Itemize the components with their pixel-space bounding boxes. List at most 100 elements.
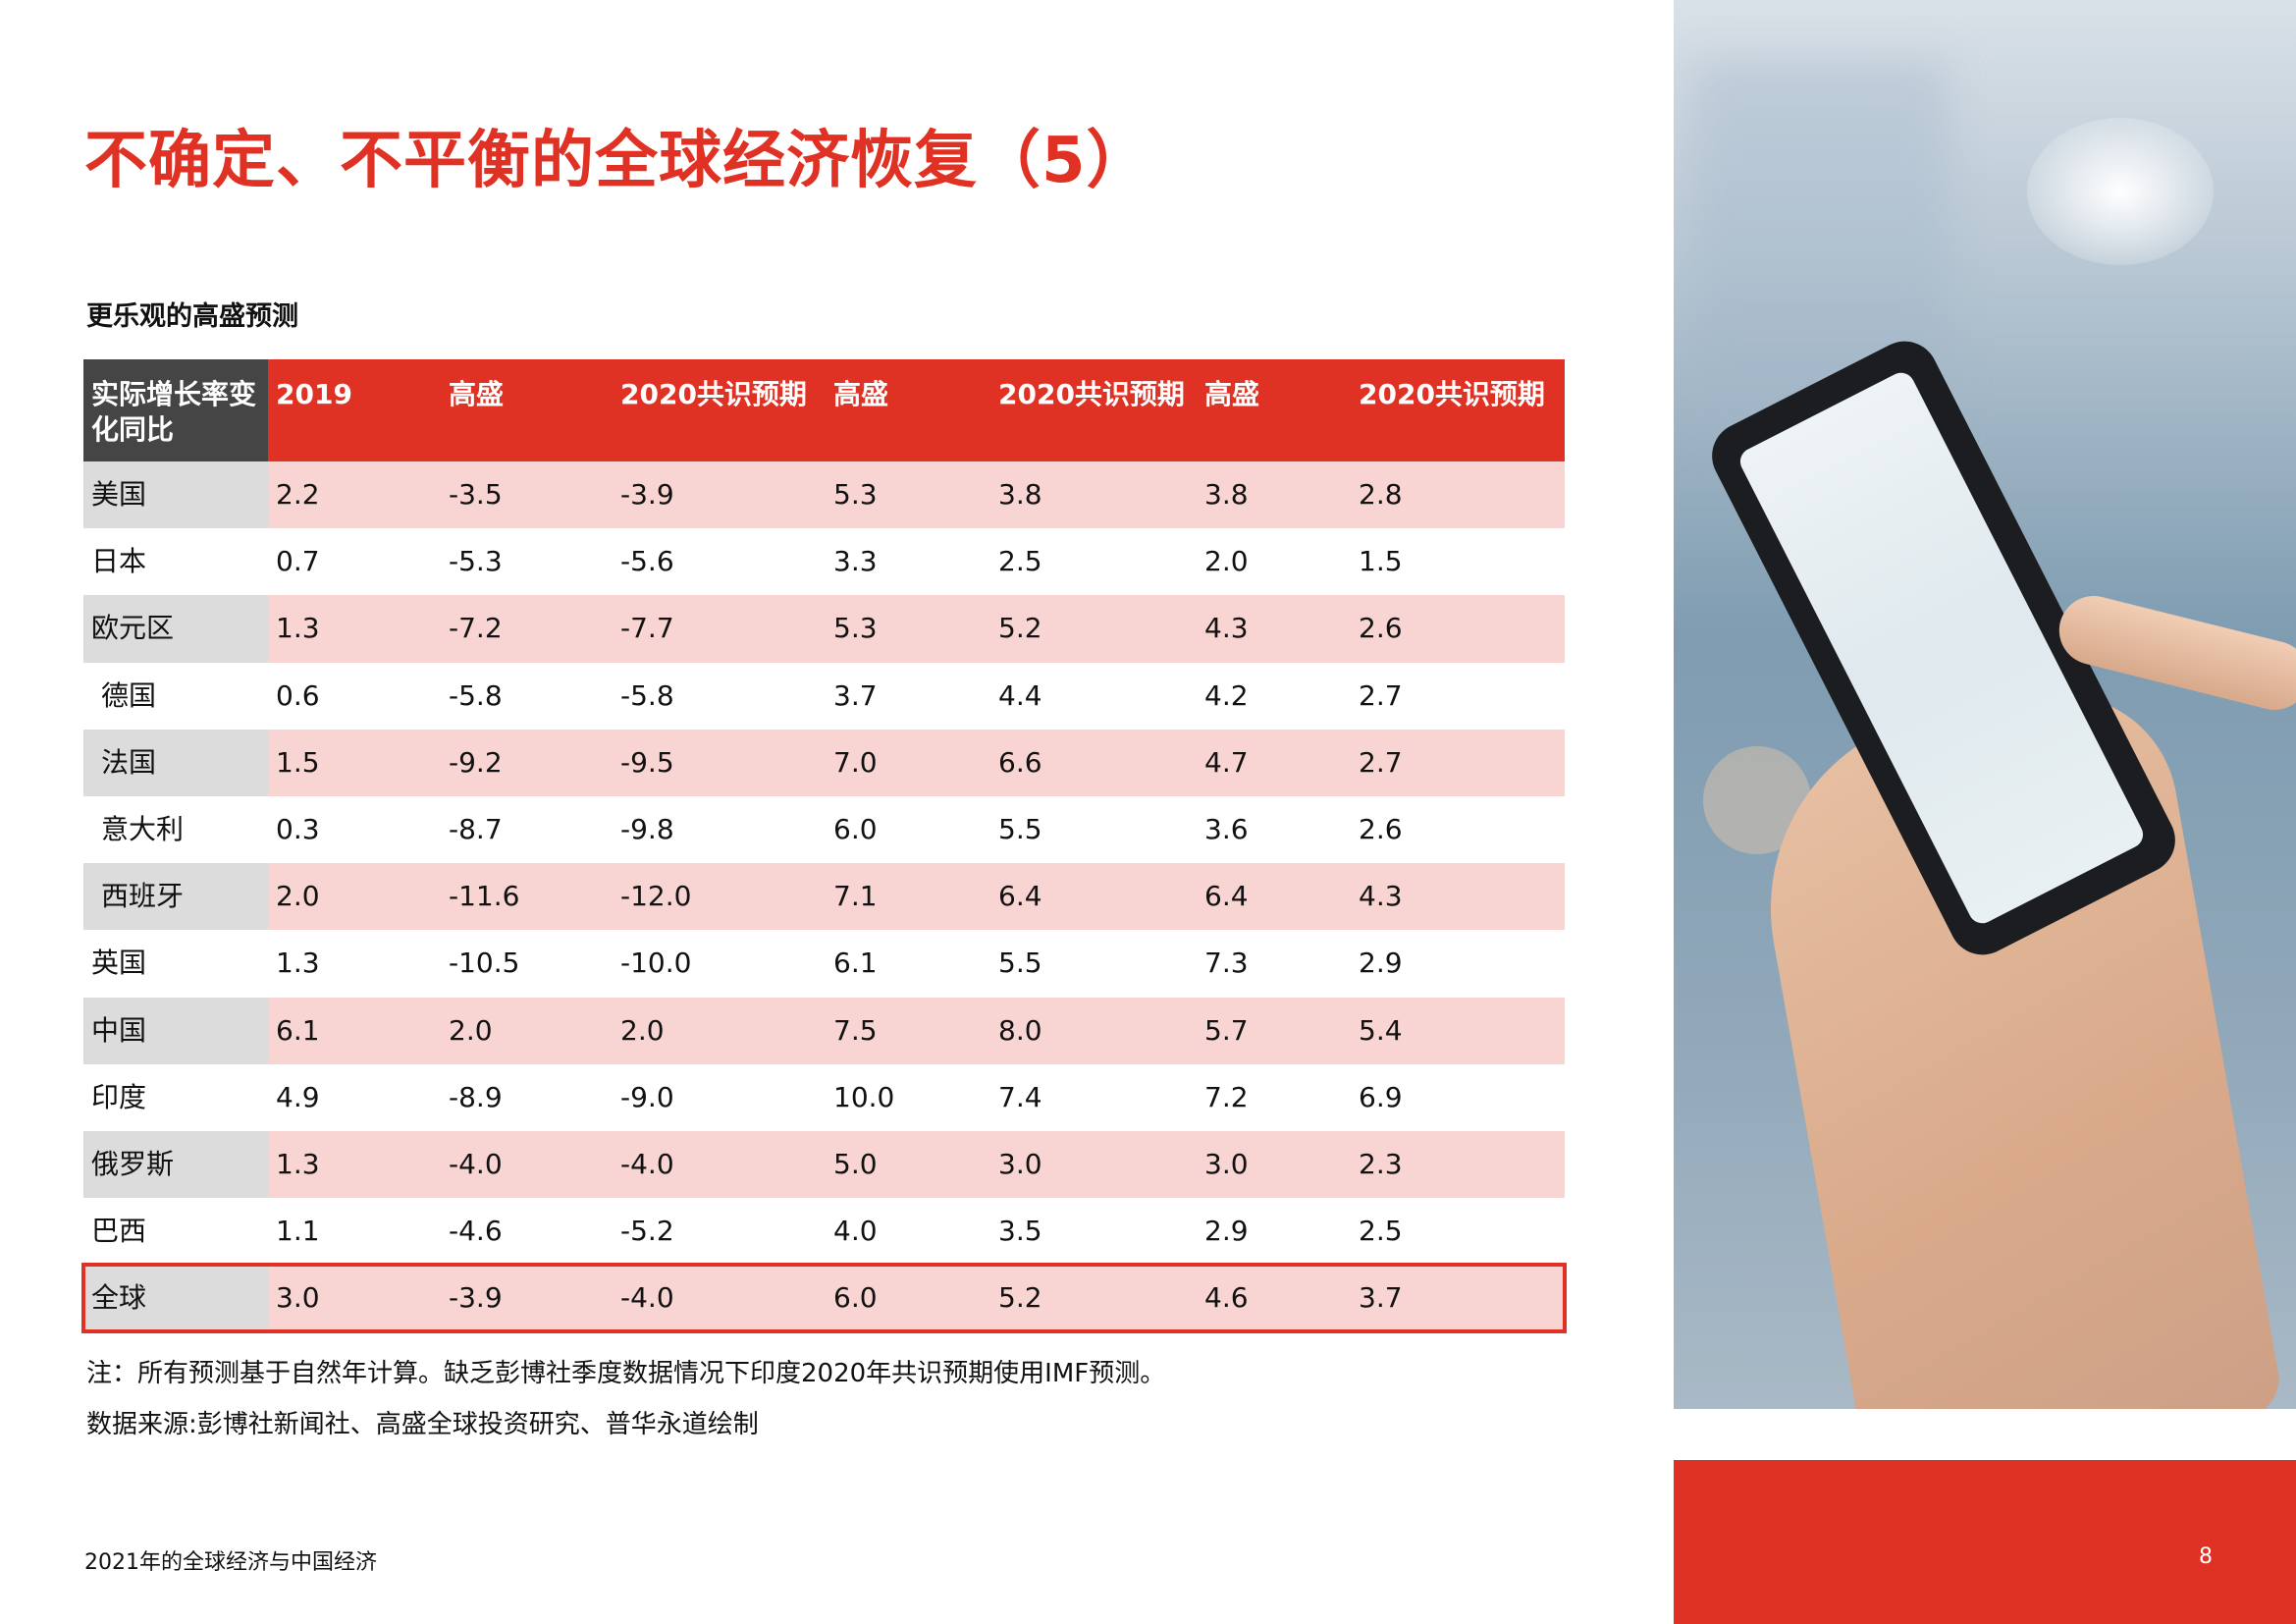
header-cell: 高盛	[833, 378, 889, 410]
table-cell: 3.6	[1204, 812, 1249, 845]
table-body: 美国 2.2 -3.5 -3.9 5.3 3.8 3.8 2.8 日本 0.7 -5.3 -5.6 3.…	[81, 461, 1567, 1334]
table-cell: 7.0	[833, 745, 878, 779]
table-row-global: 全球 3.0 -3.9 -4.0 6.0 5.2 4.6 3.7	[81, 1263, 1567, 1334]
table-cell: 6.0	[833, 812, 878, 845]
table-row: 法国 1.5 -9.2 -9.5 7.0 6.6 4.7 2.7	[83, 729, 1565, 796]
table-cell: 4.3	[1204, 612, 1249, 645]
table-cell: 5.2	[998, 1281, 1042, 1315]
table-cell: 3.0	[1204, 1147, 1249, 1180]
page-title: 不确定、不平衡的全球经济恢复（5）	[84, 125, 1150, 197]
table-cell: 4.9	[276, 1080, 320, 1113]
header-cell: 2020共识预期	[1359, 378, 1545, 410]
table-cell: 0.3	[276, 812, 320, 845]
table-cell: 0.6	[276, 678, 320, 712]
row-label: 英国	[83, 930, 268, 998]
table-row: 日本 0.7 -5.3 -5.6 3.3 2.5 2.0 1.5	[83, 528, 1565, 596]
table-cell: -4.0	[620, 1281, 674, 1315]
table-cell: 5.5	[998, 947, 1042, 980]
table-cell: 4.0	[833, 1215, 878, 1248]
table-cell: 2.9	[1204, 1215, 1249, 1248]
footer-report-title: 2021年的全球经济与中国经济	[84, 1550, 377, 1575]
table-cell: 1.5	[1359, 545, 1403, 578]
table-cell: 2.7	[1359, 745, 1403, 779]
row-label: 欧元区	[83, 595, 268, 663]
table-cell: -9.5	[620, 745, 674, 779]
row-label: 全球	[83, 1265, 268, 1332]
row-label: 巴西	[83, 1198, 268, 1266]
table-cell: 6.9	[1359, 1080, 1403, 1113]
table-cell: 2.5	[998, 545, 1042, 578]
row-label: 印度	[83, 1063, 268, 1131]
table-cell: 6.0	[833, 1281, 878, 1315]
table-cell: 7.4	[998, 1080, 1042, 1113]
header-cell: 高盛	[1204, 378, 1260, 410]
table-cell: -7.2	[449, 612, 503, 645]
row-label: 德国	[83, 662, 268, 730]
footer-red-band	[1674, 1460, 2296, 1624]
table-cell: 5.2	[998, 612, 1042, 645]
table-cell: -9.0	[620, 1080, 674, 1113]
table-cell: -12.0	[620, 880, 692, 913]
table-cell: 5.3	[833, 478, 878, 511]
header-cell: 2020共识预期	[998, 378, 1185, 410]
table-cell: 2.7	[1359, 678, 1403, 712]
row-label: 西班牙	[83, 863, 268, 931]
table-cell: -10.0	[620, 947, 692, 980]
table-cell: 3.8	[1204, 478, 1249, 511]
table-row: 印度 4.9 -8.9 -9.0 10.0 7.4 7.2 6.9	[83, 1063, 1565, 1131]
table-cell: 2.2	[276, 478, 320, 511]
table-row: 欧元区 1.3 -7.2 -7.7 5.3 5.2 4.3 2.6	[83, 595, 1565, 663]
table-cell: 4.3	[1359, 880, 1403, 913]
header-cell-metric: 实际增长率变化同比	[83, 359, 268, 461]
data-source: 数据来源:彭博社新闻社、高盛全球投资研究、普华永道绘制	[86, 1410, 759, 1439]
table-note: 注：所有预测基于自然年计算。缺乏彭博社季度数据情况下印度2020年共识预期使用I…	[86, 1359, 1166, 1388]
table-row: 英国 1.3 -10.5 -10.0 6.1 5.5 7.3 2.9	[83, 930, 1565, 998]
table-cell: -4.0	[449, 1147, 503, 1180]
table-cell: -3.9	[620, 478, 674, 511]
table-cell: 4.4	[998, 678, 1042, 712]
table-cell: 5.7	[1204, 1013, 1249, 1047]
table-cell: 5.5	[998, 812, 1042, 845]
table-cell: 4.7	[1204, 745, 1249, 779]
table-cell: 6.6	[998, 745, 1042, 779]
table-cell: 6.1	[276, 1013, 320, 1047]
table-cell: 5.3	[833, 612, 878, 645]
table-row: 美国 2.2 -3.5 -3.9 5.3 3.8 3.8 2.8	[83, 461, 1565, 529]
table-row: 德国 0.6 -5.8 -5.8 3.7 4.4 4.2 2.7	[83, 662, 1565, 730]
table-cell: 4.2	[1204, 678, 1249, 712]
table-cell: 3.8	[998, 478, 1042, 511]
table-cell: 3.3	[833, 545, 878, 578]
table-header-row: 实际增长率变化同比 2019 高盛 2020共识预期 高盛 2020共识预期 高…	[83, 359, 1565, 461]
table-cell: 2.0	[276, 880, 320, 913]
table-cell: -5.2	[620, 1215, 674, 1248]
table-cell: -4.0	[620, 1147, 674, 1180]
row-label: 美国	[83, 461, 268, 529]
table-cell: 3.5	[998, 1215, 1042, 1248]
table-cell: 7.5	[833, 1013, 878, 1047]
table-subtitle: 更乐观的高盛预测	[86, 301, 298, 332]
row-label: 中国	[83, 997, 268, 1064]
table-cell: 3.0	[276, 1281, 320, 1315]
table-cell: 1.5	[276, 745, 320, 779]
table-cell: -9.8	[620, 812, 674, 845]
table-row: 西班牙 2.0 -11.6 -12.0 7.1 6.4 6.4 4.3	[83, 863, 1565, 931]
table-row: 俄罗斯 1.3 -4.0 -4.0 5.0 3.0 3.0 2.3	[83, 1130, 1565, 1199]
table-cell: -5.6	[620, 545, 674, 578]
table-cell: 1.3	[276, 612, 320, 645]
table-cell: -7.7	[620, 612, 674, 645]
row-label: 俄罗斯	[83, 1130, 268, 1199]
table-cell: 1.1	[276, 1215, 320, 1248]
table-cell: -11.6	[449, 880, 520, 913]
table-cell: 4.6	[1204, 1281, 1249, 1315]
table-cell: 2.6	[1359, 612, 1403, 645]
hand-holding-phone-photo	[1674, 0, 2296, 1409]
table-row: 中国 6.1 2.0 2.0 7.5 8.0 5.7 5.4	[83, 997, 1565, 1064]
table-cell: 1.3	[276, 947, 320, 980]
table-row: 意大利 0.3 -8.7 -9.8 6.0 5.5 3.6 2.6	[83, 795, 1565, 864]
table-cell: -9.2	[449, 745, 503, 779]
page-number: 8	[2199, 1544, 2213, 1569]
header-cell: 2020共识预期	[620, 378, 807, 410]
table-cell: 7.1	[833, 880, 878, 913]
table-cell: 10.0	[833, 1080, 895, 1113]
